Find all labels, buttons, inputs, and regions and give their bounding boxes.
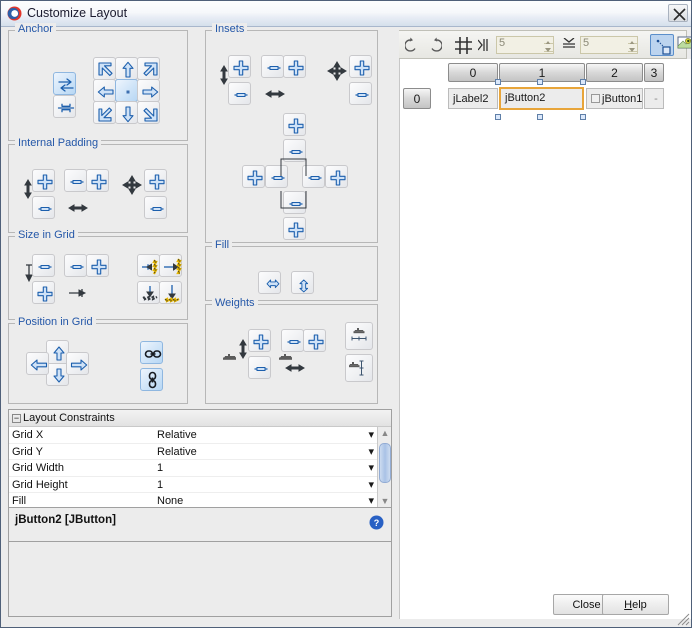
- svg-text:?: ?: [374, 518, 380, 528]
